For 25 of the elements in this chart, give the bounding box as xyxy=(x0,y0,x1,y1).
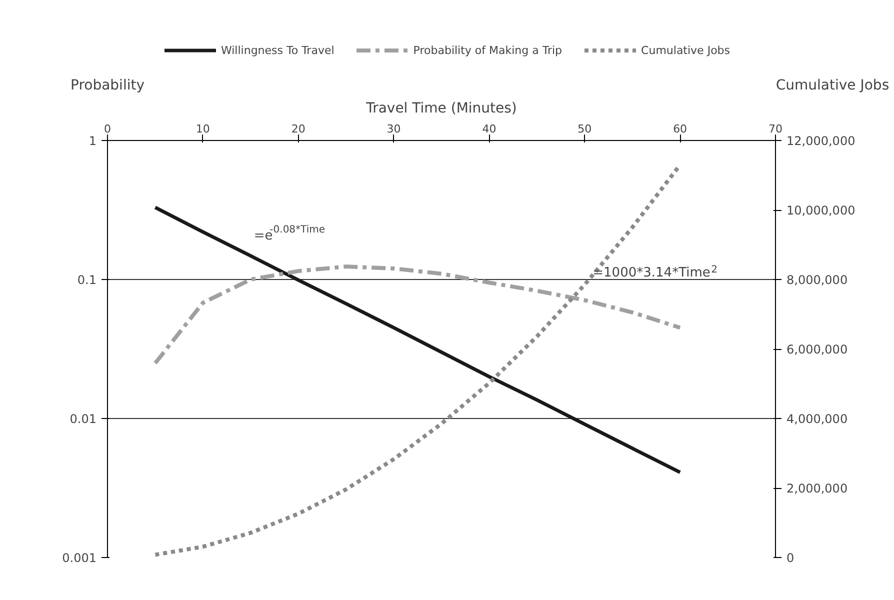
y2-tick-label: 8,000,000 xyxy=(786,273,848,287)
y-tick-label: 1 xyxy=(88,134,97,148)
x-tick-label: 20 xyxy=(291,122,306,136)
y-axis-title: Probability xyxy=(70,78,145,94)
x-tick-label: 10 xyxy=(196,122,210,136)
y2-tick-label: 6,000,000 xyxy=(786,342,848,356)
x-tick-label: 30 xyxy=(386,122,401,136)
y2-tick-label: 10,000,000 xyxy=(786,204,856,218)
x-tick-label: 40 xyxy=(482,122,496,136)
y-tick-label: 0.01 xyxy=(70,412,96,426)
y-tick-label: 0.1 xyxy=(77,273,97,287)
legend-label: Willingness To Travel xyxy=(220,44,334,56)
y2-tick-label: 2,000,000 xyxy=(786,482,848,496)
legend-label: Cumulative Jobs xyxy=(641,44,730,56)
y-tick-label: 0.001 xyxy=(62,551,97,565)
y2-tick-label: 0 xyxy=(786,551,794,565)
x-tick-label: 0 xyxy=(104,122,111,136)
x-tick-label: 70 xyxy=(768,122,782,136)
legend-label: Probability of Making a Trip xyxy=(413,44,562,56)
y2-tick-label: 4,000,000 xyxy=(786,412,848,426)
x-axis-title: Travel Time (Minutes) xyxy=(365,100,517,116)
x-tick-label: 50 xyxy=(578,122,592,136)
x-tick-label: 60 xyxy=(673,122,688,136)
y2-tick-label: 12,000,000 xyxy=(786,134,856,148)
y2-axis-title: Cumulative Jobs xyxy=(776,78,890,94)
